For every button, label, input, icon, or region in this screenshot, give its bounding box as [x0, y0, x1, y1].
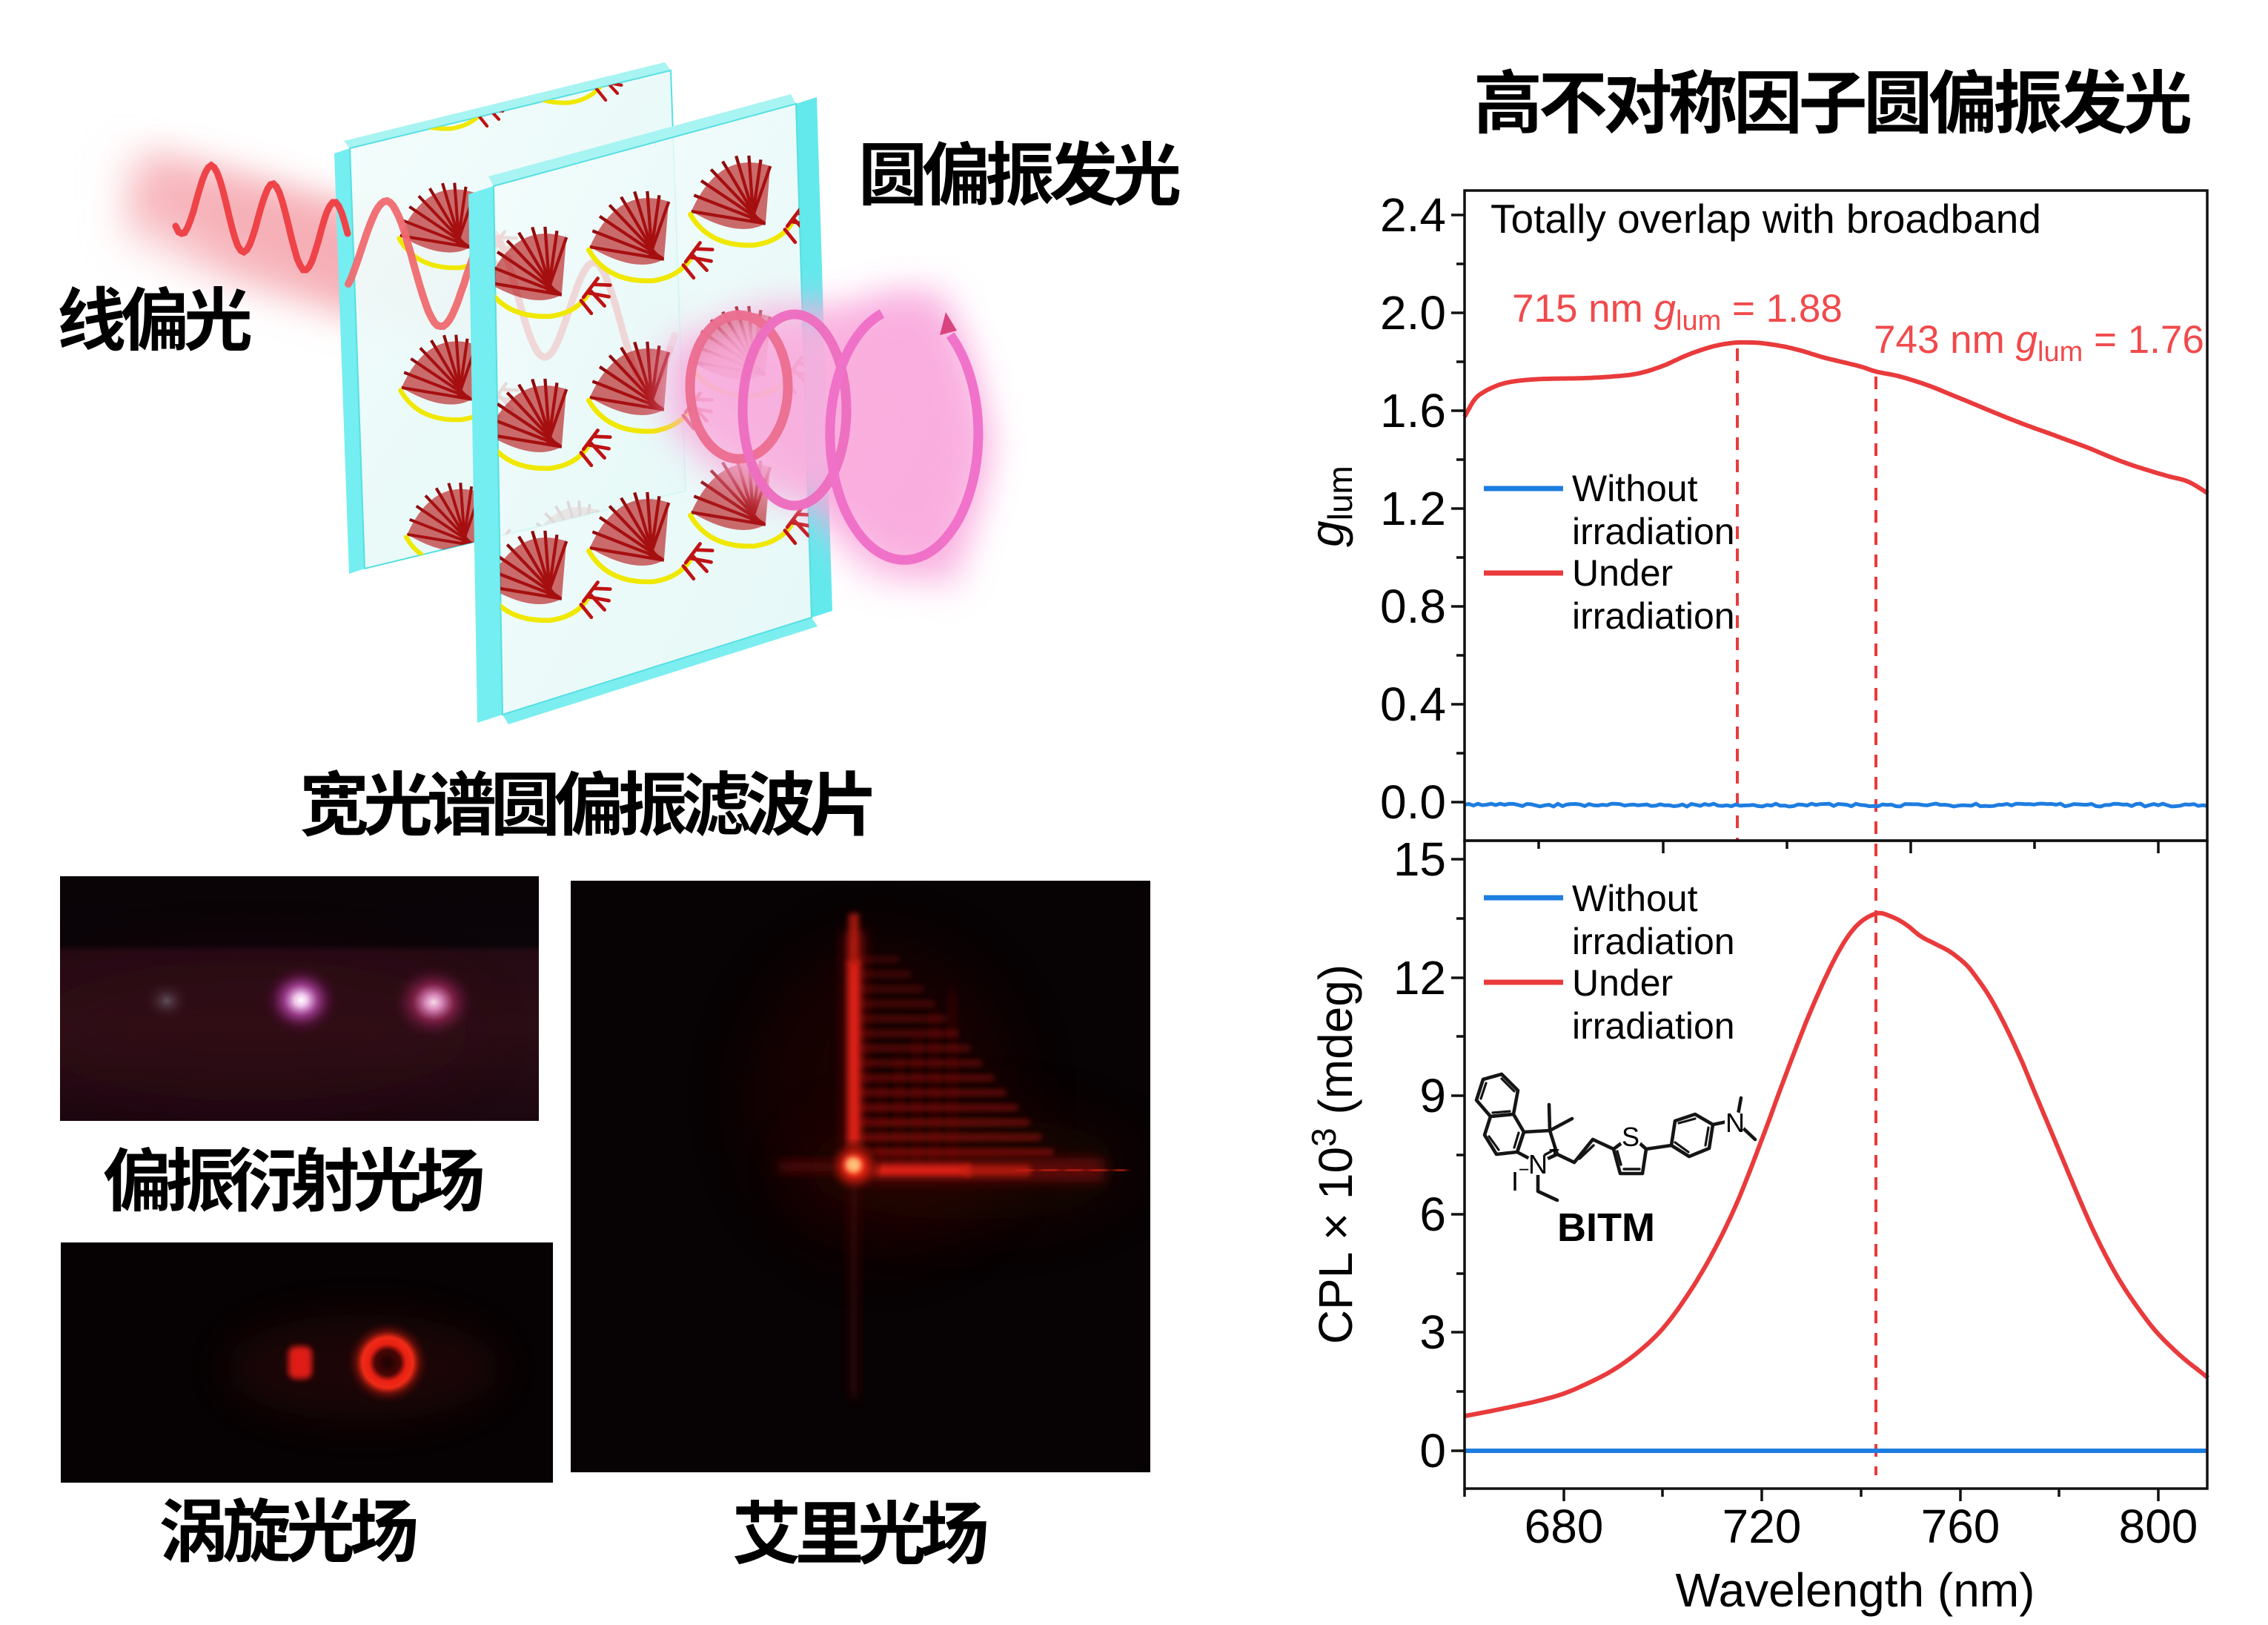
svg-text:glum: glum: [1300, 466, 1359, 547]
svg-text:3: 3: [1419, 1305, 1446, 1359]
svg-text:680: 680: [1525, 1500, 1604, 1553]
svg-text:0.0: 0.0: [1380, 775, 1446, 829]
svg-text:9: 9: [1419, 1069, 1446, 1122]
svg-text:irradiation: irradiation: [1572, 1005, 1735, 1047]
svg-text:CPL × 103 (mdeg): CPL × 103 (mdeg): [1304, 964, 1362, 1344]
svg-text:2.4: 2.4: [1380, 188, 1446, 242]
svg-text:1.2: 1.2: [1380, 482, 1446, 535]
svg-text:irradiation: irradiation: [1572, 595, 1735, 637]
svg-text:Without: Without: [1572, 468, 1698, 509]
svg-text:0.8: 0.8: [1380, 580, 1446, 633]
svg-text:BITM: BITM: [1557, 1205, 1655, 1250]
svg-text:−: −: [1519, 1159, 1530, 1180]
svg-text:6: 6: [1419, 1188, 1446, 1241]
svg-text:Totally overlap with broadband: Totally overlap with broadband: [1491, 196, 2041, 242]
svg-text:12: 12: [1393, 951, 1446, 1005]
svg-text:Under: Under: [1572, 552, 1673, 594]
svg-text:S: S: [1622, 1122, 1639, 1152]
svg-text:Wavelength (nm): Wavelength (nm): [1676, 1563, 2035, 1617]
svg-text:N: N: [1725, 1108, 1745, 1138]
svg-text:I: I: [1511, 1166, 1519, 1197]
svg-text:irradiation: irradiation: [1572, 511, 1735, 552]
svg-text:irradiation: irradiation: [1572, 921, 1735, 962]
svg-text:760: 760: [1921, 1500, 2000, 1553]
svg-text:720: 720: [1722, 1500, 1802, 1553]
svg-text:0.4: 0.4: [1380, 678, 1446, 731]
svg-text:Under: Under: [1572, 962, 1673, 1004]
svg-text:+: +: [1548, 1139, 1559, 1161]
svg-text:Without: Without: [1572, 878, 1698, 919]
svg-text:800: 800: [2119, 1500, 2198, 1553]
svg-text:1.6: 1.6: [1380, 384, 1446, 437]
svg-text:2.0: 2.0: [1380, 286, 1446, 340]
svg-text:15: 15: [1393, 833, 1446, 886]
svg-text:N: N: [1528, 1149, 1548, 1179]
svg-text:0: 0: [1419, 1424, 1446, 1477]
